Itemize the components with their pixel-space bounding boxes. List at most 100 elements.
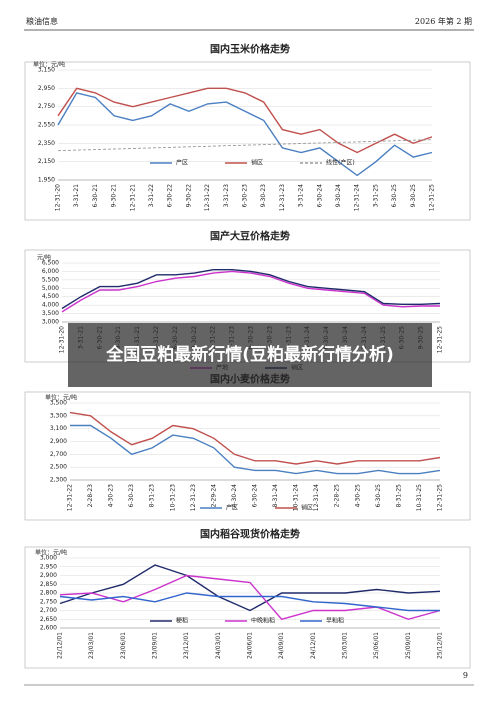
x-tick-label: 24/09/01 bbox=[278, 632, 285, 659]
x-tick-label: 10-31-23 bbox=[169, 484, 176, 511]
y-tick-label: 1,950 bbox=[38, 177, 55, 184]
x-tick-label: 12-31-21 bbox=[129, 184, 136, 211]
legend-label: 产区 bbox=[226, 504, 238, 512]
x-tick-label: 12-31-22 bbox=[204, 184, 211, 211]
y-tick-label: 2,300 bbox=[50, 477, 67, 484]
x-tick-label: 2-29-24 bbox=[210, 484, 217, 508]
x-tick-label: 6-30-23 bbox=[242, 184, 249, 208]
x-tick-label: 3-31-24 bbox=[298, 184, 305, 208]
chart-title: 国产大豆价格走势 bbox=[210, 230, 290, 243]
y-tick-label: 3,500 bbox=[42, 310, 59, 317]
series-line bbox=[57, 87, 433, 154]
x-tick-label: 25/12/01 bbox=[437, 632, 444, 659]
x-tick-label: 12-31-24 bbox=[354, 184, 361, 211]
y-tick-label: 2,600 bbox=[40, 625, 57, 632]
x-tick-label: 6-30-25 bbox=[391, 184, 398, 208]
x-tick-label: 10-31-25 bbox=[416, 484, 423, 511]
x-tick-label: 9-30-23 bbox=[260, 184, 267, 208]
x-tick-label: 9-30-22 bbox=[185, 184, 192, 208]
y-tick-label: 2,750 bbox=[38, 103, 55, 110]
x-tick-label: 6-30-25 bbox=[375, 484, 382, 508]
x-tick-label: 4-30-24 bbox=[231, 484, 238, 508]
x-tick-label: 6-30-21 bbox=[92, 184, 99, 208]
y-tick-label: 5,500 bbox=[42, 276, 59, 283]
x-tick-label: 6-30-22 bbox=[167, 184, 174, 208]
series-line bbox=[70, 424, 441, 475]
series-line bbox=[57, 92, 433, 177]
y-tick-label: 3,500 bbox=[50, 400, 67, 407]
x-tick-label: 6-30-23 bbox=[128, 484, 135, 508]
y-tick-label: 6,000 bbox=[42, 268, 59, 275]
y-axis-label: 单位：元/吨 bbox=[35, 549, 67, 557]
x-tick-label: 9-30-24 bbox=[335, 184, 342, 208]
y-tick-label: 5,000 bbox=[42, 285, 59, 292]
y-axis-label: 单位：元/吨 bbox=[45, 394, 77, 402]
series-line bbox=[59, 592, 440, 612]
legend-label: 粳稻 bbox=[176, 617, 188, 625]
x-tick-label: 3-31-23 bbox=[223, 184, 230, 208]
x-tick-label: 24/06/01 bbox=[247, 632, 254, 659]
chart-title: 国内稻谷现货价格走势 bbox=[200, 528, 300, 541]
x-tick-label: 23/06/01 bbox=[120, 632, 127, 659]
legend-label: 早籼稻 bbox=[326, 617, 344, 625]
x-tick-label: 2-28-23 bbox=[87, 484, 94, 508]
x-tick-label: 8-31-25 bbox=[395, 484, 402, 508]
legend-label: 销区 bbox=[301, 504, 313, 512]
y-tick-label: 2,700 bbox=[40, 607, 57, 614]
x-tick-label: 25/06/01 bbox=[373, 632, 380, 659]
y-tick-label: 6,500 bbox=[42, 260, 59, 267]
legend-label: 产区 bbox=[176, 159, 188, 167]
x-tick-label: 12-31-22 bbox=[67, 484, 74, 511]
chart-frame bbox=[24, 391, 471, 521]
x-tick-label: 22/12/01 bbox=[57, 632, 64, 659]
x-tick-label: 24/03/01 bbox=[215, 632, 222, 659]
legend-label: 中晚籼稻 bbox=[251, 617, 275, 625]
x-tick-label: 12-31-23 bbox=[279, 184, 286, 211]
legend-label: 销区 bbox=[251, 159, 263, 167]
y-tick-label: 2,950 bbox=[38, 85, 55, 92]
y-tick-label: 3,150 bbox=[38, 67, 55, 74]
x-tick-label: 8-31-23 bbox=[149, 484, 156, 508]
x-tick-label: 10-31-24 bbox=[293, 484, 300, 511]
legend-label: 线性(产区) bbox=[326, 159, 355, 167]
y-axis-label: 元/吨 bbox=[37, 254, 51, 262]
x-tick-label: 8-31-24 bbox=[272, 484, 279, 508]
x-tick-label: 12-31-25 bbox=[437, 326, 444, 353]
y-tick-label: 2,750 bbox=[40, 598, 57, 605]
x-tick-label: 12-31-20 bbox=[55, 184, 62, 211]
x-tick-label: 25/03/01 bbox=[342, 632, 349, 659]
y-tick-label: 2,950 bbox=[40, 563, 57, 570]
x-tick-label: 9-30-21 bbox=[111, 184, 118, 208]
x-tick-label: 12-31-25 bbox=[437, 484, 444, 511]
x-tick-label: 23/09/01 bbox=[152, 632, 159, 659]
series-line bbox=[61, 270, 440, 313]
x-tick-label: 24/12/01 bbox=[310, 632, 317, 659]
y-tick-label: 2,150 bbox=[38, 158, 55, 165]
y-tick-label: 2,850 bbox=[40, 581, 57, 588]
y-axis-label: 单位：元/吨 bbox=[33, 61, 65, 69]
y-tick-label: 2,500 bbox=[50, 464, 67, 471]
y-tick-label: 3,300 bbox=[50, 412, 67, 419]
chart-frame bbox=[24, 546, 471, 669]
y-tick-label: 3,000 bbox=[42, 319, 59, 326]
y-tick-label: 4,500 bbox=[42, 293, 59, 300]
x-tick-label: 12-31-24 bbox=[313, 484, 320, 511]
x-tick-label: 23/12/01 bbox=[183, 632, 190, 659]
x-tick-label: 12-31-25 bbox=[429, 184, 436, 211]
overlay-title: 全国豆粕最新行情(豆粕最新行情分析) bbox=[68, 323, 432, 387]
y-tick-label: 2,650 bbox=[40, 616, 57, 623]
x-tick-label: 12-31-20 bbox=[59, 326, 66, 353]
x-tick-label: 9-30-25 bbox=[410, 184, 417, 208]
x-tick-label: 4-30-25 bbox=[354, 484, 361, 508]
series-line bbox=[57, 139, 433, 152]
x-tick-label: 2-28-25 bbox=[334, 484, 341, 508]
x-tick-label: 3-31-21 bbox=[73, 184, 80, 208]
header-left: 粮油信息 bbox=[26, 16, 58, 26]
y-tick-label: 2,350 bbox=[38, 140, 55, 147]
header-right: 2026 年第 2 期 bbox=[415, 16, 472, 26]
y-tick-label: 3,000 bbox=[40, 555, 57, 562]
y-tick-label: 3,100 bbox=[50, 425, 67, 432]
x-tick-label: 25/09/01 bbox=[405, 632, 412, 659]
x-tick-label: 23/03/01 bbox=[88, 632, 95, 659]
y-tick-label: 2,800 bbox=[40, 590, 57, 597]
